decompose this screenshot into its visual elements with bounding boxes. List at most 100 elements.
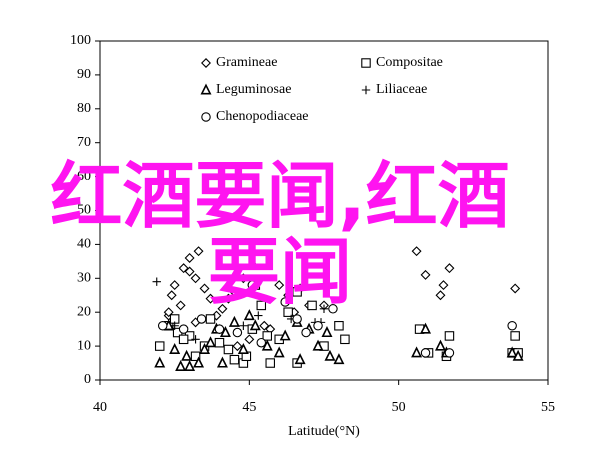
point bbox=[169, 280, 180, 291]
point bbox=[292, 314, 302, 324]
point bbox=[184, 252, 195, 263]
point bbox=[280, 297, 290, 307]
point bbox=[512, 349, 524, 361]
point bbox=[184, 359, 196, 371]
point bbox=[444, 263, 455, 274]
point bbox=[292, 287, 302, 297]
point bbox=[229, 354, 240, 365]
point bbox=[444, 348, 455, 358]
legend-label: Leguminosae bbox=[216, 82, 291, 97]
legend-marker bbox=[201, 112, 211, 122]
point bbox=[438, 280, 449, 291]
y-tick-label: 30 bbox=[77, 271, 91, 286]
point bbox=[232, 327, 243, 338]
point bbox=[239, 321, 248, 330]
point bbox=[214, 324, 225, 334]
point bbox=[214, 337, 225, 348]
x-tick-label: 45 bbox=[242, 400, 256, 415]
point bbox=[238, 273, 249, 284]
legend-label: Liliaceae bbox=[376, 82, 427, 97]
point bbox=[301, 327, 311, 338]
point bbox=[193, 356, 205, 368]
legend-label: Compositae bbox=[376, 55, 443, 70]
point bbox=[232, 341, 243, 352]
legend-marker bbox=[361, 58, 371, 68]
y-tick-label: 0 bbox=[84, 372, 91, 387]
point bbox=[420, 269, 431, 280]
point bbox=[321, 326, 333, 338]
point bbox=[328, 304, 338, 314]
point bbox=[243, 309, 255, 321]
point bbox=[294, 353, 306, 365]
x-tick-label: 50 bbox=[392, 400, 406, 415]
point bbox=[510, 331, 520, 341]
x-axis-label: Latitude(°N) bbox=[288, 424, 360, 439]
point bbox=[307, 300, 317, 311]
point bbox=[262, 331, 273, 341]
point bbox=[152, 277, 161, 286]
point bbox=[175, 359, 187, 371]
point bbox=[229, 286, 240, 297]
point bbox=[259, 320, 270, 331]
point bbox=[279, 329, 291, 341]
y-tick-label: 10 bbox=[77, 338, 91, 353]
point bbox=[506, 346, 518, 358]
point bbox=[178, 334, 189, 345]
point bbox=[191, 335, 200, 344]
y-tick-label: 100 bbox=[70, 33, 91, 48]
point bbox=[265, 358, 275, 368]
point bbox=[444, 331, 455, 341]
point bbox=[166, 290, 177, 301]
x-tick-label: 40 bbox=[93, 400, 107, 415]
point bbox=[205, 293, 216, 304]
annotation: 红酒要闻,红酒要闻 bbox=[50, 154, 510, 314]
legend-label: Chenopodiaceae bbox=[216, 109, 309, 124]
point bbox=[196, 314, 207, 324]
point bbox=[169, 343, 181, 354]
y-tick-label: 70 bbox=[77, 135, 91, 150]
point bbox=[237, 343, 249, 354]
point bbox=[411, 246, 422, 257]
legend-marker bbox=[201, 58, 211, 68]
point bbox=[190, 273, 201, 284]
legend-label: Gramineae bbox=[216, 55, 277, 70]
point bbox=[157, 321, 168, 331]
y-tick-label: 80 bbox=[77, 101, 91, 116]
point bbox=[154, 341, 165, 351]
point bbox=[261, 339, 273, 351]
legend-marker bbox=[361, 85, 371, 95]
y-tick-label: 60 bbox=[77, 169, 91, 184]
point bbox=[244, 334, 255, 345]
point bbox=[283, 307, 293, 317]
point bbox=[254, 311, 263, 320]
point bbox=[256, 337, 267, 348]
point bbox=[420, 348, 431, 358]
point bbox=[154, 356, 166, 368]
point bbox=[324, 349, 336, 361]
point bbox=[199, 283, 210, 294]
point bbox=[411, 346, 423, 358]
point bbox=[434, 339, 446, 351]
legend-marker bbox=[200, 83, 212, 95]
point bbox=[178, 263, 189, 274]
point bbox=[340, 334, 350, 345]
point bbox=[223, 344, 234, 355]
point bbox=[273, 346, 285, 358]
point bbox=[334, 321, 344, 331]
point bbox=[190, 351, 201, 362]
point bbox=[228, 315, 240, 327]
point bbox=[205, 336, 217, 348]
point bbox=[175, 300, 186, 311]
y-tick-label: 40 bbox=[77, 237, 91, 252]
point bbox=[178, 324, 189, 334]
point bbox=[247, 259, 258, 270]
point bbox=[219, 326, 231, 338]
point bbox=[319, 304, 329, 314]
point bbox=[199, 343, 211, 354]
point bbox=[507, 321, 517, 331]
point bbox=[313, 321, 323, 331]
point bbox=[205, 314, 216, 324]
point bbox=[333, 353, 345, 365]
